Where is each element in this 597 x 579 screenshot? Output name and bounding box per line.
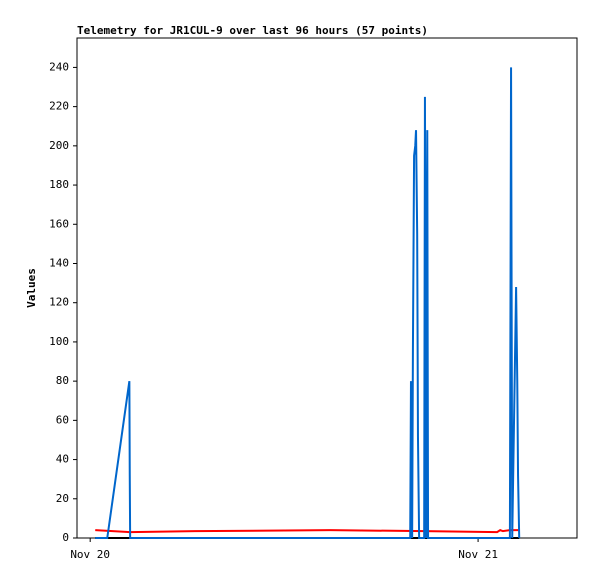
series-line: [95, 67, 521, 539]
y-tick-label: 240: [49, 60, 69, 73]
y-tick-label: 40: [56, 453, 69, 466]
y-tick-label: 220: [49, 100, 69, 113]
y-axis-label: Values: [25, 268, 38, 308]
x-tick-label: Nov 21: [458, 548, 498, 561]
y-tick-label: 100: [49, 335, 69, 348]
series-line: [95, 529, 520, 534]
y-tick-label: 120: [49, 296, 69, 309]
y-tick-label: 160: [49, 217, 69, 230]
y-tick-label: 60: [56, 413, 69, 426]
y-tick-label: 200: [49, 139, 69, 152]
y-tick-label: 180: [49, 178, 69, 191]
chart-title: Telemetry for JR1CUL-9 over last 96 hour…: [77, 24, 428, 37]
y-tick-label: 0: [62, 531, 69, 544]
y-tick-label: 20: [56, 492, 69, 505]
y-tick-label: 140: [49, 256, 69, 269]
x-tick-label: Nov 20: [70, 548, 110, 561]
y-tick-label: 80: [56, 374, 69, 387]
